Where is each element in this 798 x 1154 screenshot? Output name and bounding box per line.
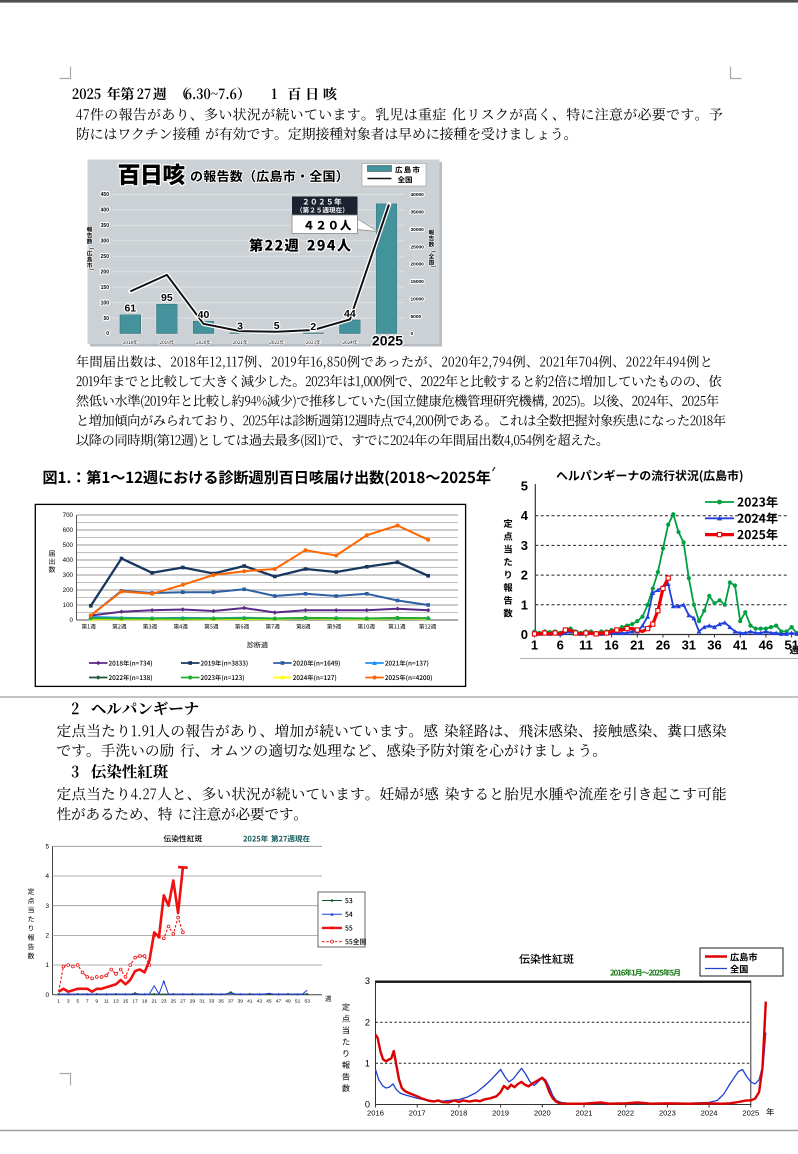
svg-text:26: 26 [656, 638, 670, 653]
svg-text:1: 1 [57, 999, 60, 1005]
svg-text:400: 400 [63, 557, 74, 564]
svg-text:1: 1 [531, 638, 538, 653]
svg-text:5: 5 [45, 844, 49, 851]
svg-text:2025: 2025 [742, 1109, 759, 1118]
svg-text:2023: 2023 [659, 1109, 676, 1118]
svg-text:51: 51 [295, 999, 301, 1005]
svg-text:3: 3 [521, 538, 528, 553]
svg-text:450: 450 [101, 192, 110, 198]
svg-text:3: 3 [45, 903, 49, 910]
svg-text:2016: 2016 [367, 1109, 384, 1118]
svg-text:11: 11 [104, 999, 109, 1005]
svg-text:0: 0 [365, 1100, 370, 1110]
svg-text:13: 13 [113, 999, 119, 1005]
svg-text:43: 43 [257, 999, 263, 1005]
svg-text:35000: 35000 [411, 210, 425, 216]
svg-text:29: 29 [190, 999, 196, 1005]
svg-text:30000: 30000 [411, 227, 425, 233]
svg-text:15000: 15000 [411, 279, 425, 285]
svg-text:600: 600 [63, 527, 74, 534]
svg-text:47: 47 [276, 999, 282, 1005]
svg-text:200: 200 [63, 587, 74, 594]
svg-text:500: 500 [63, 542, 74, 549]
svg-text:45: 45 [266, 999, 272, 1005]
svg-text:100: 100 [101, 300, 110, 306]
svg-text:200: 200 [101, 269, 110, 275]
svg-text:46: 46 [759, 638, 773, 653]
svg-text:0: 0 [521, 627, 528, 642]
svg-text:9: 9 [95, 999, 98, 1005]
svg-text:300: 300 [63, 572, 74, 579]
svg-text:1: 1 [521, 597, 528, 612]
svg-text:2017: 2017 [409, 1109, 426, 1118]
svg-text:53: 53 [304, 999, 310, 1005]
svg-text:150: 150 [101, 285, 110, 291]
svg-text:2: 2 [45, 933, 49, 940]
svg-text:2020: 2020 [534, 1109, 551, 1118]
svg-text:31: 31 [682, 638, 696, 653]
svg-text:2025: 2025 [372, 333, 403, 349]
svg-text:50: 50 [103, 316, 109, 322]
svg-text:400: 400 [101, 208, 110, 214]
svg-text:0: 0 [106, 331, 109, 337]
svg-text:49: 49 [285, 999, 291, 1005]
svg-text:2: 2 [521, 568, 528, 583]
svg-text:1: 1 [45, 962, 49, 969]
svg-text:40000: 40000 [411, 192, 425, 198]
svg-text:25: 25 [171, 999, 177, 1005]
svg-text:0: 0 [45, 992, 49, 999]
svg-text:41: 41 [733, 638, 747, 653]
svg-text:100: 100 [63, 602, 74, 609]
svg-text:10000: 10000 [411, 296, 425, 302]
svg-text:250: 250 [101, 254, 110, 260]
svg-text:27: 27 [180, 999, 186, 1005]
svg-text:0: 0 [70, 617, 74, 624]
svg-text:700: 700 [63, 512, 74, 519]
svg-text:2022: 2022 [617, 1109, 634, 1118]
svg-text:17: 17 [132, 999, 138, 1005]
svg-text:2024: 2024 [701, 1109, 718, 1118]
svg-text:44: 44 [344, 308, 356, 320]
svg-text:16: 16 [604, 638, 618, 653]
svg-text:5: 5 [274, 320, 280, 332]
svg-text:39: 39 [237, 999, 243, 1005]
svg-text:7: 7 [86, 999, 89, 1005]
svg-text:31: 31 [199, 999, 205, 1005]
svg-text:23: 23 [161, 999, 167, 1005]
svg-text:33: 33 [209, 999, 215, 1005]
svg-text:2019: 2019 [492, 1109, 509, 1118]
svg-text:20000: 20000 [411, 262, 425, 268]
svg-text:4: 4 [45, 873, 49, 880]
svg-text:5: 5 [76, 999, 79, 1005]
svg-text:6: 6 [557, 638, 564, 653]
svg-text:35: 35 [218, 999, 224, 1005]
svg-text:19: 19 [142, 999, 148, 1005]
svg-text:2018: 2018 [450, 1109, 467, 1118]
svg-text:3: 3 [67, 999, 70, 1005]
svg-text:37: 37 [228, 999, 234, 1005]
svg-text:2: 2 [310, 321, 316, 333]
svg-text:350: 350 [101, 223, 110, 229]
svg-text:2: 2 [365, 1017, 370, 1027]
svg-text:0: 0 [411, 331, 414, 337]
svg-text:3: 3 [237, 321, 243, 333]
svg-text:2021: 2021 [576, 1109, 593, 1118]
svg-text:61: 61 [124, 303, 136, 315]
svg-text:15: 15 [123, 999, 129, 1005]
svg-text:25000: 25000 [411, 244, 425, 250]
svg-text:1: 1 [365, 1059, 370, 1069]
svg-text:21: 21 [630, 638, 644, 653]
svg-text:5: 5 [521, 479, 528, 494]
svg-text:3: 3 [365, 976, 370, 986]
svg-text:5000: 5000 [411, 314, 422, 320]
svg-text:41: 41 [247, 999, 253, 1005]
svg-text:300: 300 [101, 239, 110, 245]
svg-text:4: 4 [521, 508, 529, 523]
svg-text:21: 21 [151, 999, 157, 1005]
svg-text:95: 95 [161, 292, 173, 304]
svg-text:36: 36 [707, 638, 721, 653]
svg-text:40: 40 [198, 309, 210, 321]
svg-text:11: 11 [579, 638, 593, 653]
